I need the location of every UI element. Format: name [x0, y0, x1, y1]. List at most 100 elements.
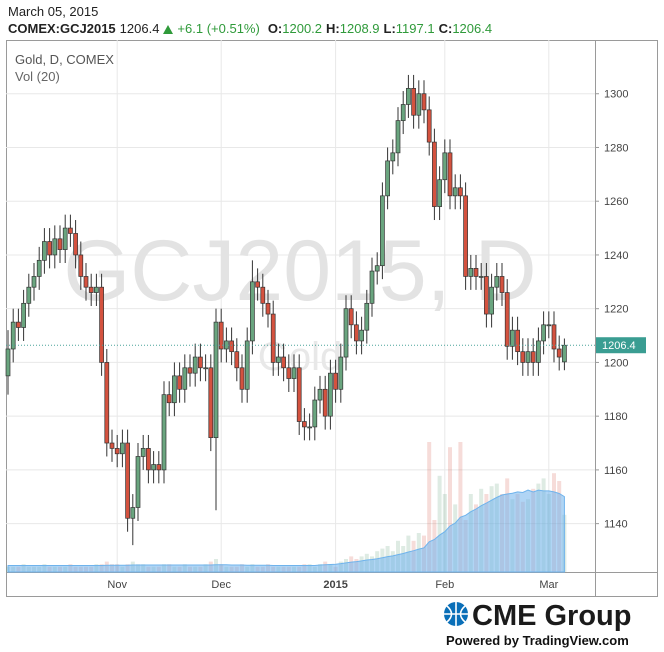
candle-body — [281, 356, 286, 369]
candle-body — [47, 241, 52, 256]
candle-body — [338, 356, 344, 390]
quote-line: COMEX:GCJ2015 1206.4 +6.1 (+0.51%) O: 120… — [8, 21, 492, 36]
y-tick-label: 1160 — [604, 465, 628, 477]
candle-body — [354, 324, 359, 342]
last-price-label: 1206.4 — [602, 340, 636, 352]
candle-body — [10, 321, 16, 350]
candle-body — [244, 340, 250, 390]
candle-body — [135, 456, 141, 508]
candle-body — [359, 329, 364, 342]
candle-body — [400, 104, 406, 121]
candle-body — [452, 187, 458, 197]
candle-body — [406, 88, 411, 105]
candle-body — [151, 464, 156, 471]
candle-body — [265, 302, 271, 315]
volume-ma-area — [7, 489, 565, 573]
candle-body — [546, 324, 552, 327]
candle-body — [291, 367, 297, 379]
candle-body — [130, 507, 136, 519]
low-label: L: — [383, 21, 396, 36]
candle-body — [333, 372, 338, 390]
candle-body — [385, 160, 390, 197]
candle-body — [374, 265, 380, 272]
candle-body — [239, 367, 245, 390]
candle-body — [203, 367, 208, 370]
date: March 05, 2015 — [8, 4, 99, 19]
candle-body — [73, 233, 78, 256]
candle-body — [484, 276, 489, 315]
last-price-box — [596, 337, 646, 354]
candle-body — [468, 268, 474, 277]
candle-body — [78, 254, 84, 277]
candle-body — [411, 88, 416, 116]
candle-body — [104, 362, 110, 444]
x-tick-label: Mar — [539, 579, 558, 591]
candle-body — [489, 286, 494, 315]
candle-body — [458, 187, 463, 197]
up-arrow — [163, 24, 174, 34]
candle-body — [109, 442, 115, 449]
candle-body — [182, 367, 188, 390]
candle-body — [255, 281, 260, 288]
candle-body — [390, 152, 396, 162]
x-tick-label: Feb — [435, 579, 454, 591]
candle-body — [515, 329, 520, 353]
candle-body — [525, 351, 531, 363]
cme-logo — [444, 602, 468, 626]
candle-body — [187, 367, 193, 374]
candle-body — [276, 356, 281, 363]
candle-body — [218, 321, 224, 350]
last-price: 1206.4 — [119, 21, 160, 36]
candle-body — [88, 286, 94, 293]
candle-body — [250, 281, 255, 342]
candle-body — [416, 93, 422, 116]
y-tick-label: 1140 — [604, 519, 628, 531]
candle-body — [213, 321, 219, 439]
candle-body — [68, 227, 73, 234]
open-value: 1200.2 — [282, 21, 323, 36]
high-label: H: — [326, 21, 340, 36]
chart-frame — [6, 40, 658, 597]
y-tick-label: 1220 — [604, 304, 628, 316]
volume-bar — [458, 442, 463, 572]
volume-bar — [427, 442, 432, 572]
y-tick-label: 1280 — [604, 142, 628, 154]
candle-body — [463, 195, 468, 277]
candle-body — [161, 394, 167, 471]
candle-body — [562, 344, 567, 363]
legend-title: Gold, D, COMEX — [15, 52, 114, 67]
candle-body — [369, 270, 375, 304]
legend-volume: Vol (20) — [15, 69, 60, 84]
candle-body — [62, 227, 68, 250]
candle-body — [156, 464, 162, 471]
candle-body — [83, 276, 89, 288]
candle-body — [494, 276, 500, 288]
candle-body — [426, 109, 432, 143]
x-tick-label: 2015 — [323, 579, 347, 591]
candle-body — [520, 351, 526, 363]
candle-body — [125, 442, 130, 519]
candle-body — [26, 286, 32, 304]
brand: CME Group — [472, 600, 632, 632]
candle-body — [16, 321, 21, 328]
candle-body — [166, 394, 172, 404]
y-tick-label: 1180 — [604, 411, 628, 423]
candle-body — [208, 367, 214, 439]
candle-body — [177, 375, 182, 390]
candle-body — [5, 348, 11, 377]
candle-body — [541, 324, 546, 342]
candle-body — [302, 421, 307, 428]
candle-body — [270, 313, 276, 363]
candle-body — [229, 340, 234, 353]
change: +6.1 (+0.51%) — [177, 21, 260, 36]
candle-body — [530, 351, 536, 363]
x-tick-label: Nov — [107, 579, 127, 591]
candle-body — [234, 351, 240, 369]
candle-body — [114, 448, 120, 455]
candle-body — [437, 179, 442, 207]
open-label: O: — [267, 21, 283, 36]
candle-body — [322, 388, 328, 417]
candle-body — [478, 276, 484, 278]
